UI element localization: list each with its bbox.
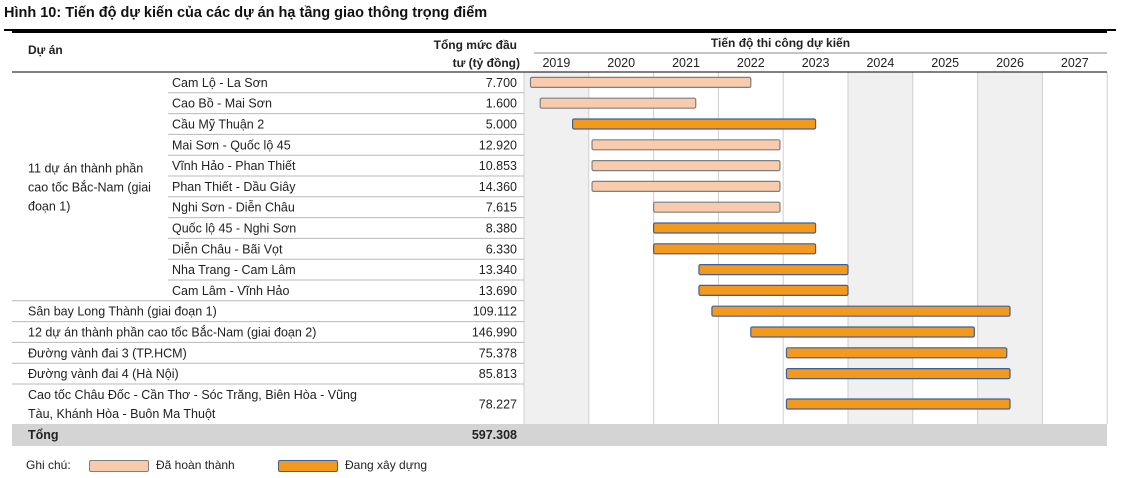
project-investment: 12.920 (479, 138, 517, 152)
project-investment: 8.380 (486, 222, 517, 236)
project-investment: 78.227 (479, 398, 517, 412)
project-name: Phan Thiết - Dầu Giây (172, 180, 296, 194)
project-investment: 109.112 (473, 305, 517, 319)
project-investment: 75.378 (479, 346, 517, 360)
year-tick-label: 2025 (931, 56, 959, 70)
gantt-bar-in_progress (711, 305, 1011, 317)
title-rule (4, 29, 1116, 31)
project-investment: 146.990 (472, 326, 517, 340)
project-name: Cam Lộ - La Sơn (172, 76, 268, 90)
gantt-bar-in_progress (785, 347, 1008, 359)
group-label: đoạn 1) (28, 199, 70, 213)
legend-label-in-progress: Đang xây dựng (345, 458, 428, 472)
project-name: Diễn Châu - Bãi Vọt (172, 241, 283, 256)
group-label: 11 dự án thành phần (28, 161, 143, 175)
project-name: Đường vành đai 3 (TP.HCM) (28, 346, 187, 360)
project-name: Cao tốc Châu Đốc - Cần Thơ - Sóc Trăng, … (28, 388, 357, 402)
legend-prefix: Ghi chú: (26, 458, 71, 472)
project-investment: 7.700 (486, 76, 517, 90)
legend-label-completed: Đã hoàn thành (156, 458, 235, 472)
year-tick-label: 2023 (802, 56, 830, 70)
year-tick-label: 2024 (866, 56, 894, 70)
project-name: Vĩnh Hảo - Phan Thiết (172, 159, 296, 173)
gantt-bar-in_progress (698, 264, 849, 276)
gantt-bar-completed (591, 139, 781, 151)
total-label: Tổng (28, 428, 59, 442)
legend-swatch-completed (89, 460, 149, 472)
year-tick-label: 2022 (737, 56, 765, 70)
project-investment: 14.360 (479, 180, 517, 194)
project-investment: 7.615 (486, 201, 517, 215)
project-name: Nghi Sơn - Diễn Châu (172, 200, 295, 215)
header-project: Dự án (28, 43, 63, 57)
total-row-background (12, 424, 1107, 446)
gantt-bar-in_progress (785, 368, 1011, 380)
gantt-bar-in_progress (652, 243, 817, 255)
project-name: Quốc lộ 45 - Nghi Sơn (172, 222, 296, 236)
shaded-column-2024 (848, 72, 913, 424)
gantt-bar-in_progress (698, 284, 849, 296)
gantt-bar-completed (591, 160, 781, 172)
gantt-bar-completed (591, 180, 781, 192)
project-name: Tàu, Khánh Hòa - Buôn Ma Thuột (28, 407, 216, 421)
gantt-bar-completed (539, 97, 697, 109)
project-investment: 13.340 (479, 263, 517, 277)
gantt-bar-in_progress (571, 118, 817, 130)
project-investment: 13.690 (479, 284, 517, 298)
project-investment: 10.853 (479, 159, 517, 173)
header-investment-line2: tư (tỷ đồng) (453, 56, 520, 70)
year-tick-label: 2019 (542, 56, 570, 70)
gantt-bar-completed (652, 201, 781, 213)
gantt-bar-completed (529, 76, 752, 89)
project-name: Mai Sơn - Quốc lộ 45 (172, 138, 291, 152)
year-tick-label: 2026 (996, 56, 1024, 70)
year-tick-label: 2021 (672, 56, 700, 70)
project-investment: 5.000 (486, 118, 517, 132)
shaded-column-2026 (977, 72, 1043, 424)
gantt-bar-in_progress (785, 398, 1011, 410)
gantt-bar-in_progress (652, 222, 817, 234)
project-name: Đường vành đai 4 (Hà Nội) (28, 367, 179, 381)
legend-swatch-in-progress (278, 460, 338, 472)
shaded-column-2019 (524, 72, 589, 424)
year-tick-label: 2020 (607, 56, 635, 70)
project-name: Cam Lâm - Vĩnh Hảo (172, 284, 289, 298)
total-value: 597.308 (472, 428, 517, 442)
project-name: Nha Trang - Cam Lâm (172, 263, 296, 277)
project-investment: 85.813 (479, 367, 517, 381)
project-name: Sân bay Long Thành (giai đoạn 1) (28, 305, 217, 319)
project-investment: 1.600 (486, 97, 517, 111)
project-investment: 6.330 (486, 242, 517, 256)
project-name: 12 dự án thành phần cao tốc Bắc-Nam (gia… (28, 325, 316, 340)
year-tick-label: 2027 (1061, 56, 1089, 70)
project-name: Cao Bồ - Mai Sơn (172, 97, 272, 111)
header-timeline: Tiến độ thi công dự kiến (711, 36, 850, 50)
figure-title: Hình 10: Tiến độ dự kiến của các dự án h… (4, 5, 488, 21)
header-investment-line1: Tổng mức đầu (434, 38, 517, 52)
project-name: Cầu Mỹ Thuận 2 (172, 118, 264, 132)
group-label: cao tốc Bắc-Nam (giai (28, 179, 151, 194)
gantt-bar-in_progress (750, 326, 975, 338)
